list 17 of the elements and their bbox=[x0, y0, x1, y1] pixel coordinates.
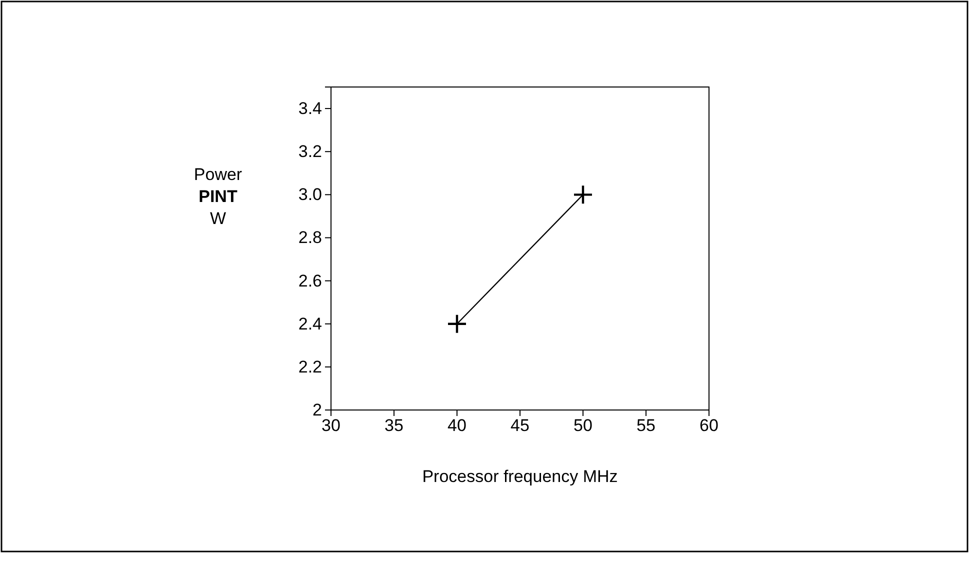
x-tick-label: 45 bbox=[510, 416, 530, 436]
x-axis-title: Processor frequency MHz bbox=[422, 467, 618, 486]
x-tick-label: 40 bbox=[448, 416, 466, 436]
y-tick-label: 2.8 bbox=[298, 228, 322, 248]
y-tick-label: 3.0 bbox=[298, 185, 322, 204]
x-tick-label: 50 bbox=[574, 416, 592, 436]
x-tick-label: 60 bbox=[700, 416, 718, 436]
y-tick-label: 2 bbox=[312, 400, 322, 420]
y-tick-label: 2.4 bbox=[298, 314, 322, 334]
y-tick-label: 2.2 bbox=[298, 357, 322, 376]
y-tick-label: 2.6 bbox=[298, 271, 322, 290]
y-tick-label: 3.4 bbox=[298, 98, 322, 118]
x-tick-label: 30 bbox=[322, 416, 340, 436]
x-tick-label: 35 bbox=[384, 416, 404, 436]
y-tick-label: 3.2 bbox=[298, 142, 322, 162]
x-tick-label: 55 bbox=[636, 416, 656, 436]
y-axis-title: Power PINT W bbox=[194, 165, 242, 228]
